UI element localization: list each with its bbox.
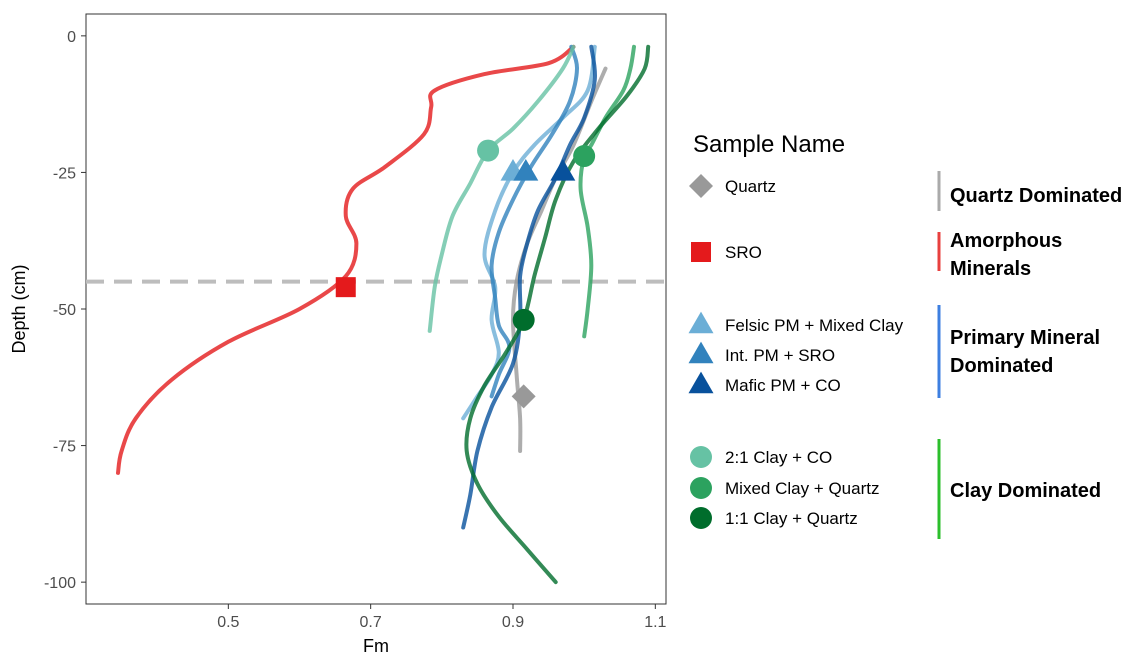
series-marker-mafic-pm-co <box>550 159 576 181</box>
legend-group-label: Quartz Dominated <box>950 185 1122 207</box>
y-tick-label: -100 <box>44 575 76 592</box>
legend-item-label: Quartz <box>725 177 776 196</box>
legend-group-label: Primary Mineral <box>950 327 1100 349</box>
x-tick-label: 1.1 <box>644 614 666 631</box>
legend-item-label: 1:1 Clay + Quartz <box>725 509 858 528</box>
series-marker-sro <box>335 277 356 298</box>
y-axis-title: Depth (cm) <box>9 264 29 353</box>
legend-item-label: Felsic PM + Mixed Clay <box>725 316 904 335</box>
legend-title: Sample Name <box>693 131 845 158</box>
y-tick-label: -25 <box>53 165 76 182</box>
legend-group-label: Clay Dominated <box>950 480 1101 502</box>
series-marker-mixed-clay-quartz <box>573 145 596 168</box>
x-tick-label: 0.9 <box>502 614 524 631</box>
legend-key-felsic-pm-mixed-clay <box>688 311 714 334</box>
series-lines <box>116 44 651 585</box>
legend-item-label: Mixed Clay + Quartz <box>725 479 879 498</box>
legend-key-mafic-pm-co <box>688 371 714 394</box>
y-tick-label: -75 <box>53 439 76 456</box>
series-line-sro <box>116 44 576 475</box>
y-tick-label: -50 <box>53 302 76 319</box>
x-axis-title: Fm <box>363 636 389 656</box>
legend-item-label: Int. PM + SRO <box>725 346 835 365</box>
legend-key-2-1-clay-co <box>690 446 712 468</box>
series-marker-2-1-clay-co <box>477 139 500 162</box>
series-marker-int-pm-sro <box>513 159 539 181</box>
x-tick-label: 0.5 <box>217 614 239 631</box>
series-markers <box>335 139 596 409</box>
legend-group-label: Dominated <box>950 355 1053 377</box>
series-line-mafic-pm-co <box>461 44 598 530</box>
series-marker-1-1-clay-quartz <box>512 308 535 331</box>
axes: 0.5 0.7 0.9 1.1 0 -25 -50 -75 -100 <box>44 29 667 631</box>
legend-item-label: SRO <box>725 243 762 262</box>
x-tick-label: 0.7 <box>360 614 382 631</box>
legend-item-label: Mafic PM + CO <box>725 376 841 395</box>
legend-key-1-1-clay-quartz <box>690 507 712 529</box>
legend-key-mixed-clay-quartz <box>690 477 712 499</box>
y-tick-label: 0 <box>67 29 76 46</box>
legend-key-sro <box>691 242 711 262</box>
series-line-2-1-clay-co <box>427 44 576 333</box>
legend-item-label: 2:1 Clay + CO <box>725 448 832 467</box>
series-marker-quartz <box>511 384 536 409</box>
legend-key-quartz <box>689 174 713 198</box>
legend-key-int-pm-sro <box>688 341 714 364</box>
legend-group-label: Minerals <box>950 258 1031 280</box>
legend: Sample Name Quartz Quartz Dominated SRO Amo… <box>688 131 1122 539</box>
legend-group-label: Amorphous <box>950 230 1062 252</box>
